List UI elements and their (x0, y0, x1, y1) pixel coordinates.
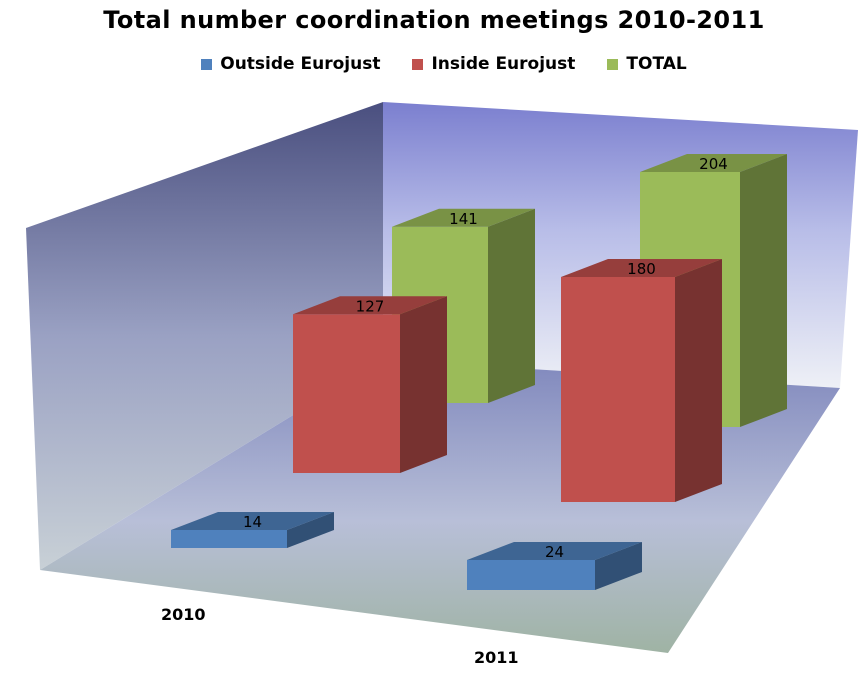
legend-swatch-inside (412, 58, 424, 70)
legend-label-total: TOTAL (626, 54, 687, 74)
category-label-2010: 2010 (161, 605, 206, 624)
bar-top-2010-total (392, 208, 535, 227)
data-label-2011-outside-eurojust: 24 (545, 543, 564, 561)
legend-label-outside: Outside Eurojust (220, 54, 381, 74)
bar-side-2011-total (740, 154, 787, 427)
bar-top-2010-inside-eurojust (293, 296, 447, 315)
bar-front-2010-outside-eurojust (171, 530, 287, 548)
bar-side-2011-outside-eurojust (595, 542, 642, 590)
legend-label-inside: Inside Eurojust (431, 54, 576, 74)
data-label-2011-inside-eurojust: 180 (627, 260, 656, 278)
bar-top-2011-inside-eurojust (561, 259, 722, 277)
bar-top-2011-outside-eurojust (467, 542, 642, 560)
data-label-2010-inside-eurojust: 127 (356, 297, 385, 315)
data-label-2011-total: 204 (699, 155, 728, 173)
data-label-2010-outside-eurojust: 14 (243, 513, 262, 531)
bar-front-2011-inside-eurojust (561, 277, 675, 502)
bar-side-2010-inside-eurojust (400, 296, 447, 473)
category-label-2011: 2011 (474, 648, 519, 667)
bar-2011-outside-eurojust: 24 (467, 542, 642, 590)
bar-top-2011-total (640, 154, 787, 172)
bar-2011-inside-eurojust: 180 (561, 259, 722, 502)
data-label-2010-total: 141 (449, 210, 478, 228)
chart-title: Total number coordination meetings 2010-… (103, 6, 765, 34)
bar-front-2011-outside-eurojust (467, 560, 595, 590)
bar-side-2010-total (488, 208, 535, 403)
legend-swatch-total (607, 58, 619, 70)
legend-entry-outside: Outside Eurojust (201, 54, 380, 74)
bar-side-2011-inside-eurojust (675, 259, 722, 502)
chart-side-wall (26, 102, 383, 570)
bar-front-2010-inside-eurojust (293, 314, 400, 473)
bar-2010-inside-eurojust: 127 (293, 296, 447, 473)
bar-top-2010-outside-eurojust (171, 512, 334, 530)
bars-layer: 141 204 127 180 14 24 (171, 154, 787, 590)
bar-2010-outside-eurojust: 14 (171, 512, 334, 548)
chart-legend: Outside Eurojust Inside Eurojust TOTAL (0, 53, 868, 75)
legend-entry-inside: Inside Eurojust (412, 54, 575, 74)
legend-entry-total: TOTAL (607, 54, 687, 74)
bar-side-2010-outside-eurojust (287, 512, 334, 548)
legend-swatch-outside (201, 58, 213, 70)
